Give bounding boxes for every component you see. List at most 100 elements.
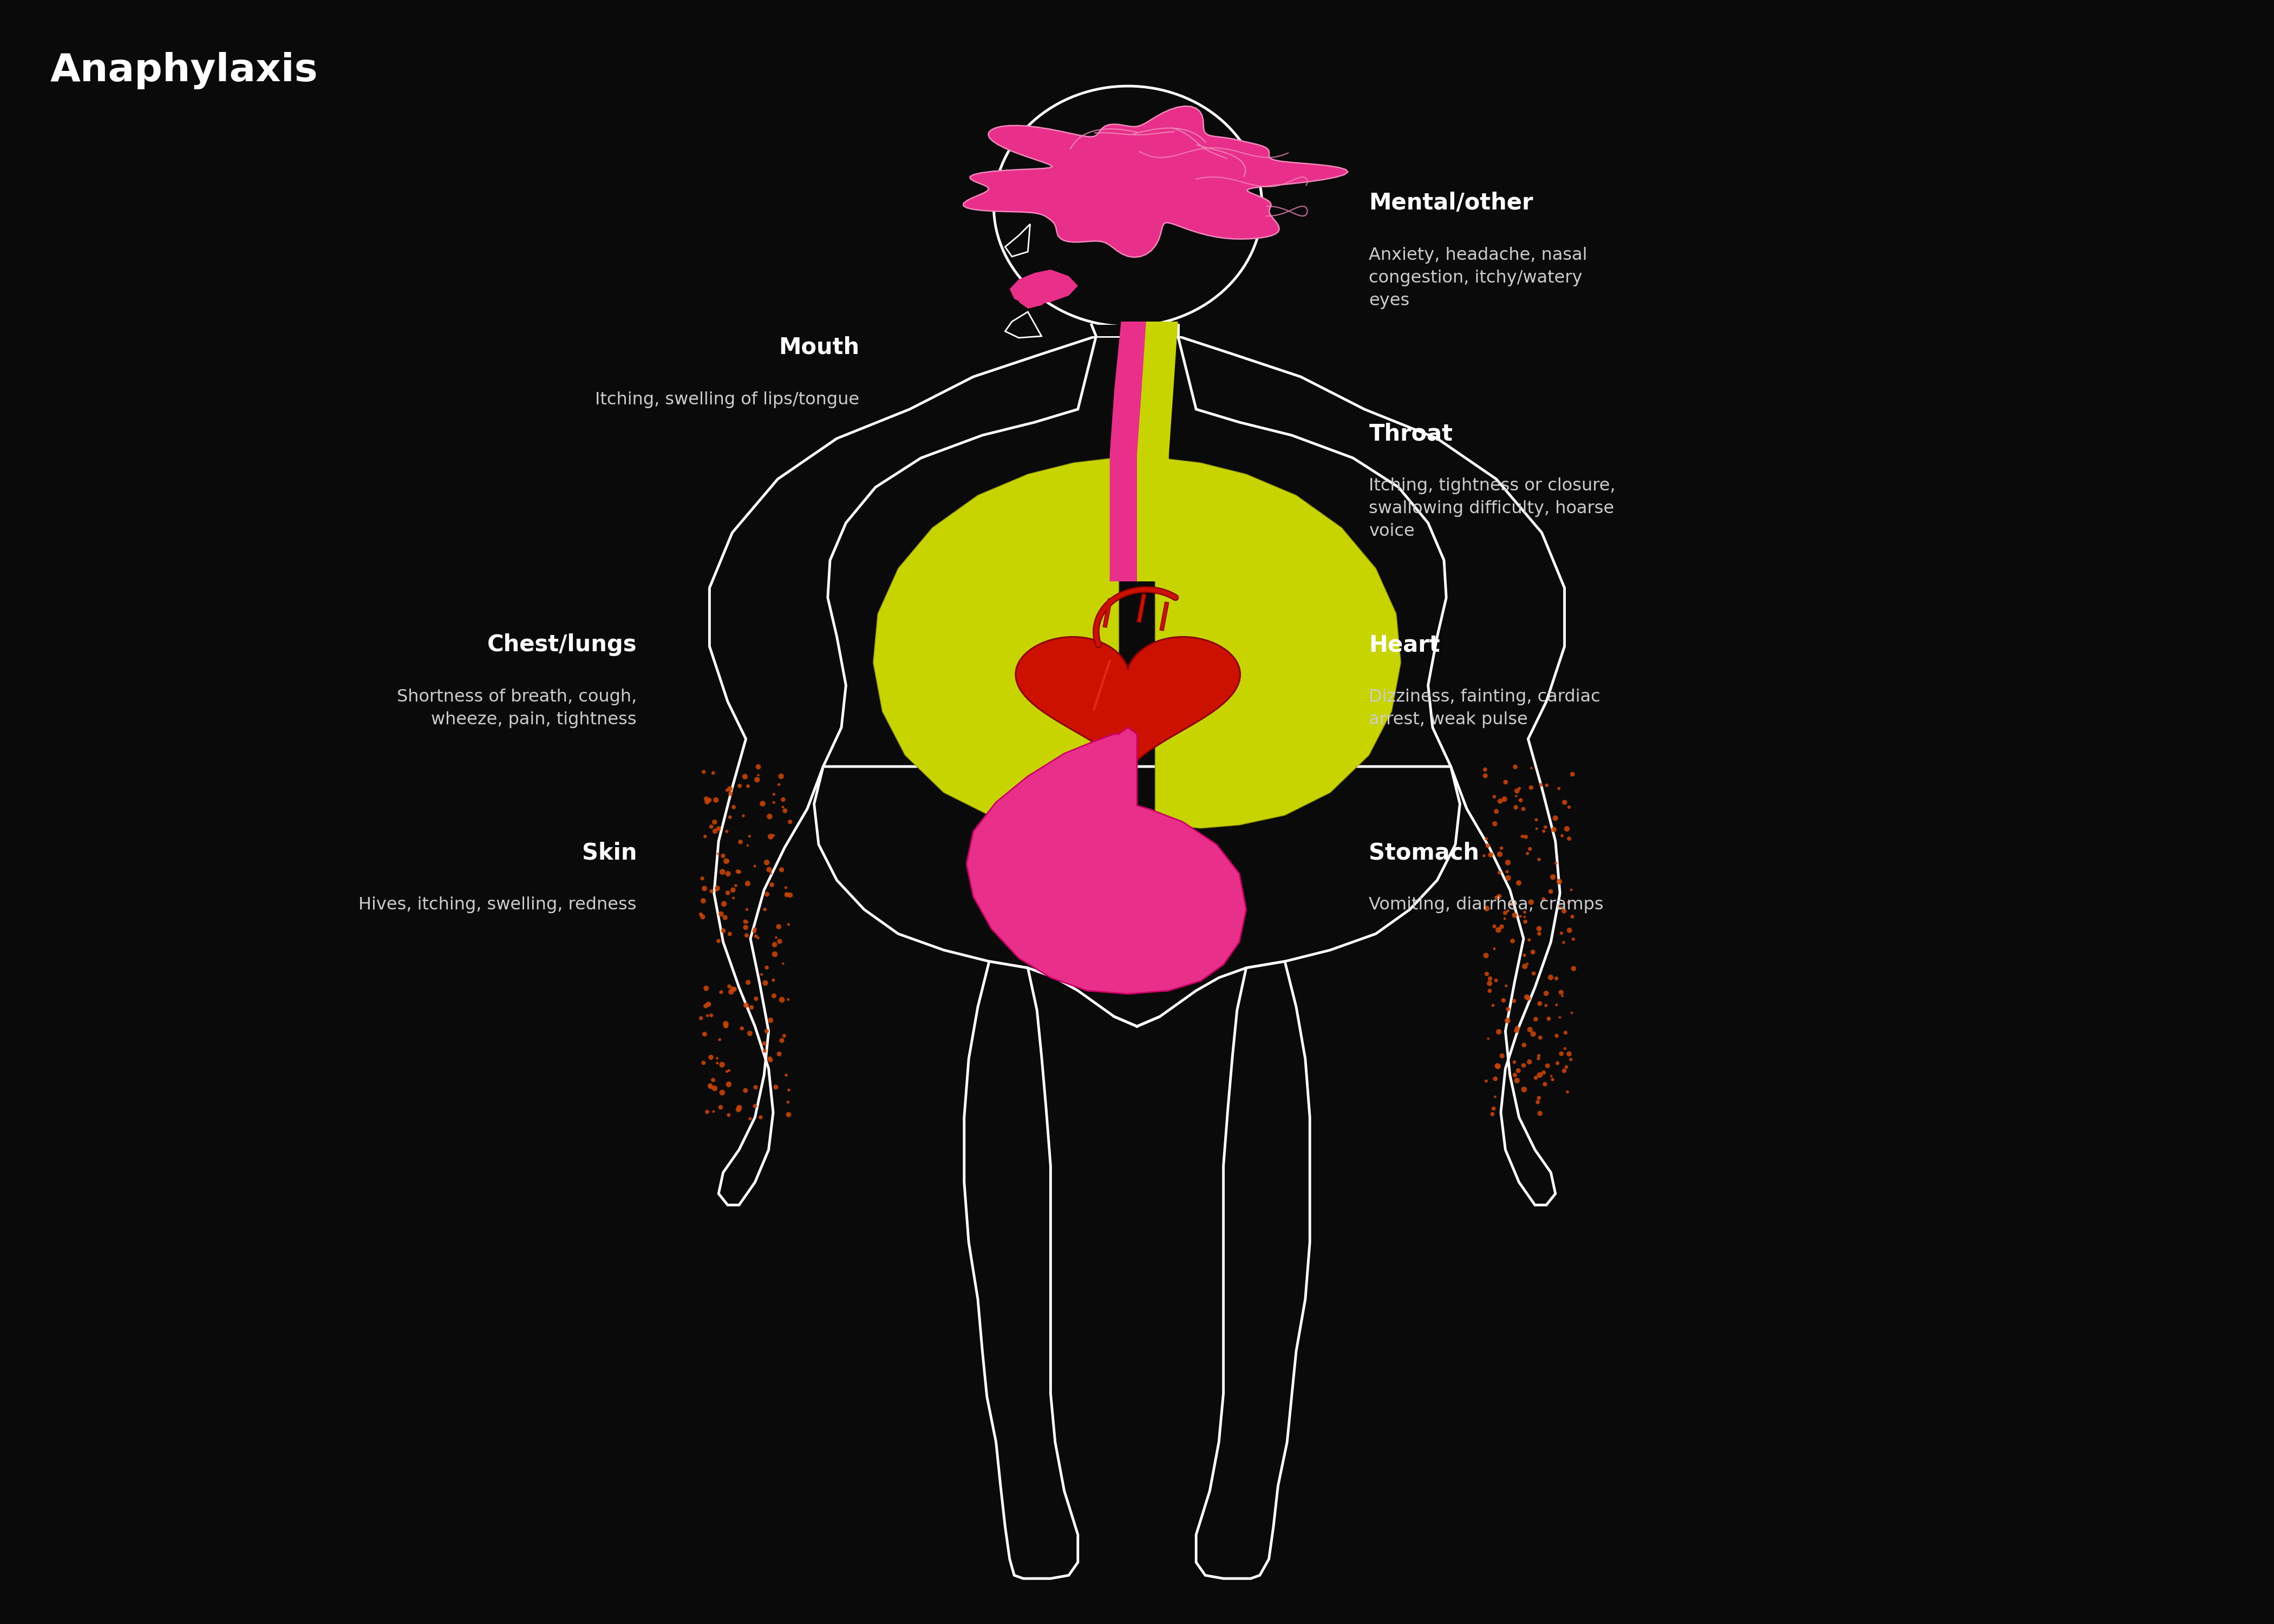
Point — [696, 809, 732, 835]
Point — [684, 758, 721, 784]
Point — [1476, 1096, 1512, 1122]
Point — [1539, 1051, 1576, 1077]
Polygon shape — [1016, 637, 1239, 775]
Point — [709, 861, 746, 887]
Point — [755, 822, 791, 848]
Polygon shape — [1078, 325, 1182, 336]
Point — [1542, 895, 1578, 921]
Point — [728, 909, 764, 935]
Point — [716, 976, 753, 1002]
Point — [764, 987, 800, 1013]
Point — [1474, 841, 1510, 867]
Point — [748, 1018, 785, 1044]
Point — [1496, 754, 1533, 780]
Point — [728, 763, 764, 789]
Point — [714, 976, 750, 1002]
Point — [1467, 843, 1503, 869]
Polygon shape — [709, 336, 1565, 1205]
Point — [744, 961, 780, 987]
Point — [1467, 763, 1503, 789]
Point — [714, 877, 750, 903]
Point — [753, 823, 789, 849]
Point — [1499, 778, 1535, 804]
Point — [748, 849, 785, 875]
Point — [1537, 806, 1574, 831]
Point — [687, 823, 723, 849]
Point — [748, 955, 785, 981]
Point — [1549, 815, 1585, 841]
Point — [764, 857, 800, 883]
Point — [750, 804, 787, 830]
Point — [1476, 935, 1512, 961]
Point — [1542, 979, 1578, 1005]
Point — [1503, 903, 1539, 929]
Point — [1471, 971, 1508, 997]
Point — [696, 760, 732, 786]
Point — [705, 843, 741, 869]
Point — [1467, 942, 1503, 968]
Point — [1537, 965, 1574, 991]
Point — [703, 1095, 739, 1121]
Point — [1528, 981, 1565, 1007]
Point — [689, 1002, 725, 1028]
Point — [769, 882, 805, 908]
Point — [1505, 1077, 1542, 1103]
Point — [732, 1020, 769, 1046]
Point — [737, 918, 773, 944]
Point — [1492, 892, 1528, 918]
Point — [1483, 788, 1519, 814]
Point — [1533, 879, 1569, 905]
Point — [1480, 918, 1517, 944]
Point — [1508, 909, 1544, 935]
Point — [723, 828, 760, 854]
Point — [691, 1073, 728, 1099]
Polygon shape — [1005, 312, 1041, 338]
Point — [1489, 996, 1526, 1021]
Point — [1496, 903, 1533, 929]
Point — [1480, 859, 1517, 885]
Point — [737, 916, 773, 942]
Point — [1521, 1025, 1558, 1051]
Point — [1551, 918, 1587, 944]
Point — [1539, 1023, 1576, 1049]
Point — [1489, 866, 1526, 892]
Polygon shape — [1155, 458, 1401, 828]
Point — [760, 914, 796, 940]
Point — [700, 815, 737, 841]
Point — [689, 1099, 725, 1125]
Point — [694, 879, 730, 905]
Point — [728, 896, 764, 922]
Point — [1530, 1052, 1567, 1078]
Point — [1521, 1085, 1558, 1111]
Point — [1512, 888, 1549, 914]
Point — [698, 1051, 735, 1077]
Point — [691, 1073, 728, 1099]
Polygon shape — [1110, 322, 1155, 581]
Point — [744, 791, 780, 817]
Point — [712, 781, 748, 807]
Point — [1469, 1026, 1505, 1052]
Point — [737, 1093, 773, 1119]
Point — [1542, 1005, 1578, 1031]
Point — [1469, 1069, 1505, 1095]
Point — [687, 992, 723, 1018]
Point — [1489, 859, 1526, 885]
Point — [1510, 950, 1546, 976]
Point — [719, 859, 755, 885]
Point — [1510, 841, 1546, 867]
Point — [705, 918, 741, 944]
Point — [1553, 903, 1590, 929]
Point — [1467, 757, 1503, 783]
Point — [1496, 1062, 1533, 1088]
Point — [1508, 823, 1544, 849]
Point — [764, 950, 800, 976]
Point — [771, 911, 807, 937]
Point — [1476, 784, 1512, 810]
Point — [1546, 1036, 1583, 1062]
Point — [1496, 1049, 1533, 1075]
Point — [1517, 1065, 1553, 1091]
Point — [1487, 973, 1524, 999]
Point — [755, 781, 791, 807]
Point — [1526, 887, 1562, 913]
Point — [705, 1080, 741, 1106]
